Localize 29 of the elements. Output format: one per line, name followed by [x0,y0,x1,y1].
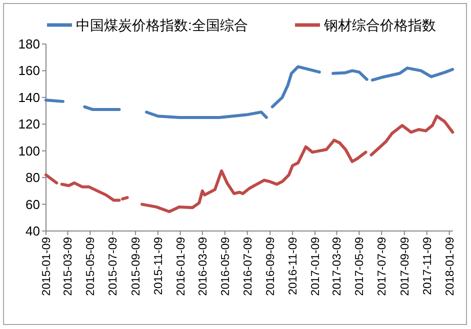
x-tick-label: 2015-01-09 [41,237,53,296]
x-tick-label: 2016-09-09 [265,237,278,296]
x-tick-label: 2015-07-09 [108,237,120,296]
y-tick-label: 120 [18,116,40,132]
x-tick-label: 2015-09-09 [130,237,142,296]
legend-label: 中国煤炭价格指数:全国综合 [76,17,248,33]
x-tick-label: 2017-03-09 [332,237,344,296]
x-tick-label: 2016-07-09 [242,237,254,296]
x-tick-label: 2016-05-09 [220,237,232,296]
legend-label: 钢材综合价格指数 [323,17,436,33]
x-tick-label: 2017-05-09 [354,237,366,296]
x-tick-label: 2018-01-09 [444,237,456,296]
y-tick-label: 160 [18,63,40,78]
x-tick-label: 2017-09-09 [399,237,412,296]
x-tick-label: 2015-11-09 [152,237,165,295]
x-tick-label: 2017-01-09 [310,237,322,296]
y-tick-label: 180 [18,36,40,52]
y-tick-label: 100 [18,143,40,158]
y-tick-label: 40 [26,224,40,238]
y-tick-label: 60 [26,196,40,212]
x-tick-label: 2015-05-09 [85,237,98,296]
x-tick-label: 2017-11-09 [422,237,434,295]
y-tick-label: 140 [18,90,40,105]
x-tick-label: 2015-03-09 [62,237,75,296]
y-tick-label: 80 [26,170,40,186]
x-tick-label: 2016-01-09 [175,237,188,296]
x-tick-label: 2016-03-09 [197,237,210,296]
x-tick-label: 2017-07-09 [376,237,389,296]
x-tick-label: 2016-11-09 [288,237,300,295]
